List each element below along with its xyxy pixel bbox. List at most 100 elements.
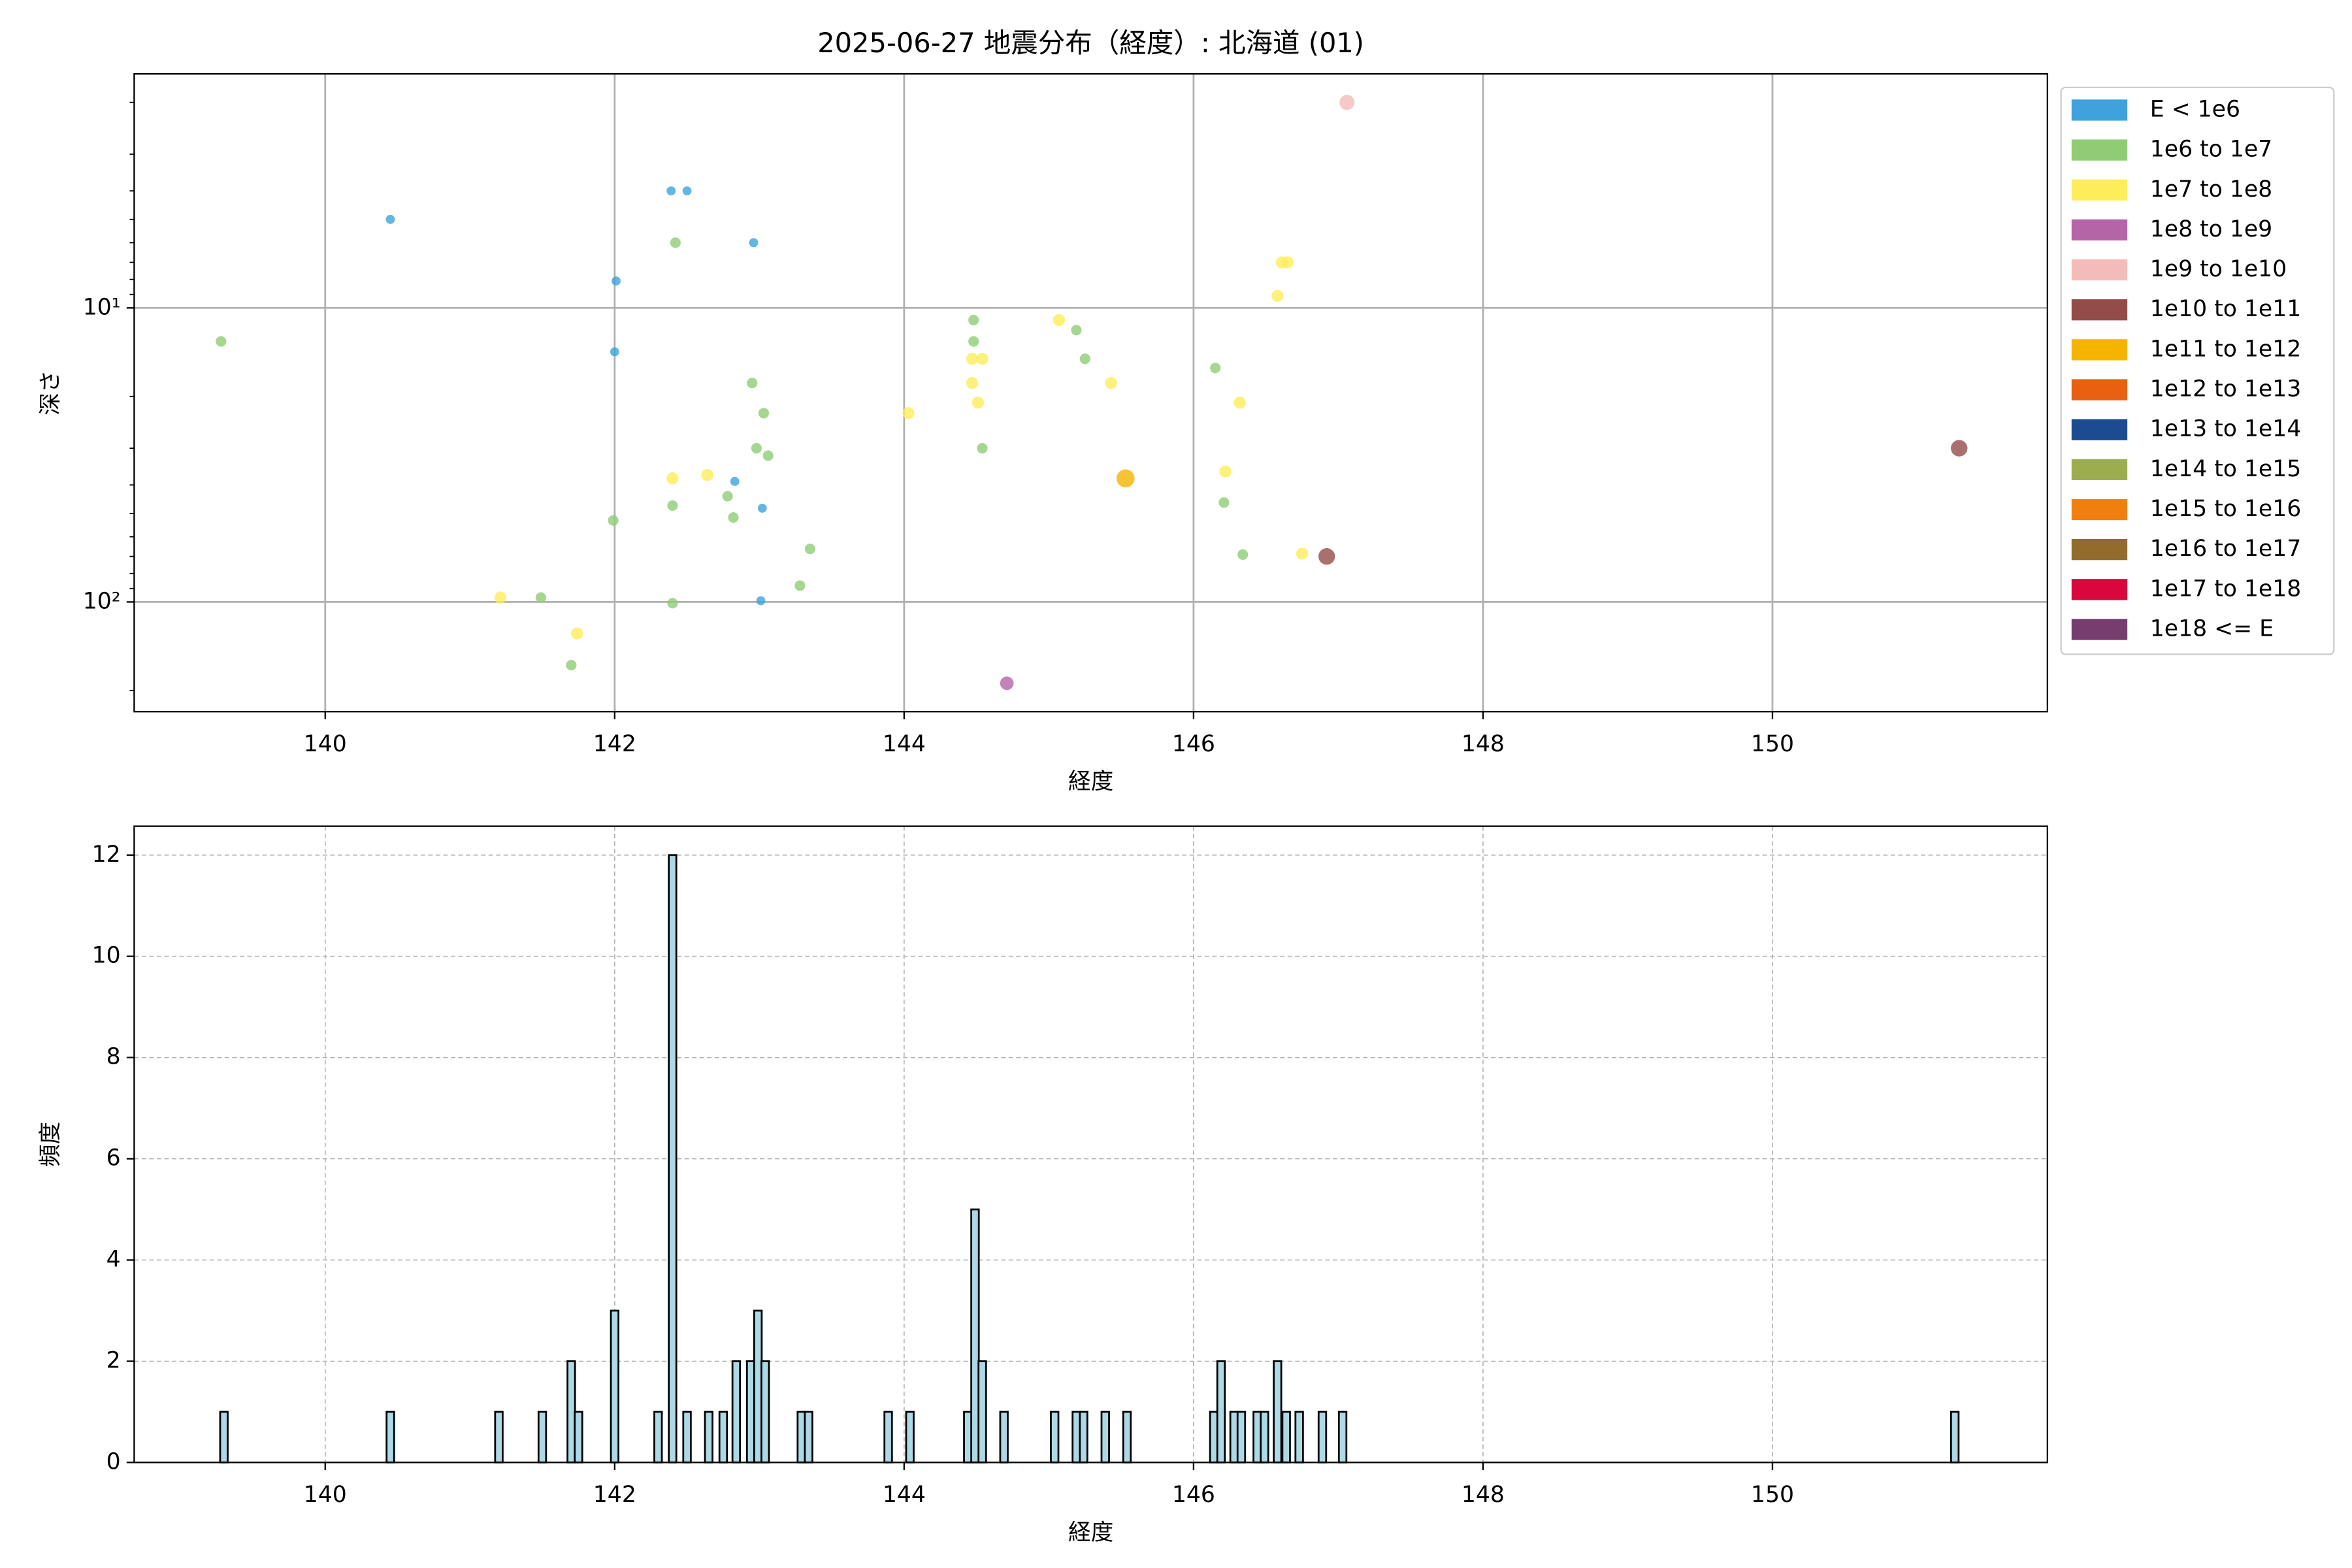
y-tick-label: 12: [92, 841, 121, 868]
scatter-point: [751, 442, 762, 454]
bar: [999, 1411, 1009, 1463]
legend-patch: [2071, 539, 2128, 561]
scatter-point: [972, 397, 985, 409]
legend-patch: [2071, 498, 2128, 521]
scatter-point: [758, 408, 770, 419]
legend-patch: [2071, 459, 2128, 480]
scatter-point: [762, 450, 774, 461]
x-tick-label: 140: [304, 1482, 347, 1508]
x-axis-label: 経度: [1068, 769, 1113, 795]
bar: [385, 1411, 395, 1463]
legend: E < 1e6 1e6 to 1e7 1e7 to 1e8 1e8 to 1e9 1e9…: [2060, 86, 2335, 655]
scatter-point: [730, 476, 740, 486]
bar: [219, 1411, 229, 1463]
legend-patch: [2071, 339, 2128, 361]
scatter-point: [666, 472, 679, 485]
legend-label: E < 1e6: [2150, 96, 2240, 122]
legend-frame: [2060, 86, 2335, 655]
legend-label: 1e16 to 1e17: [2150, 536, 2301, 562]
legend-patch: [2071, 579, 2128, 600]
scatter-point: [1218, 497, 1230, 508]
bar: [1100, 1411, 1110, 1463]
scatter-point: [756, 596, 766, 606]
legend-patch: [2071, 259, 2128, 281]
scatter-point: [728, 512, 739, 523]
scatter-point: [1318, 547, 1335, 565]
bar: [1281, 1411, 1291, 1463]
y-axis-label: 深さ: [37, 370, 63, 416]
scatter-point: [570, 627, 583, 640]
y-tick-label: 10: [92, 943, 121, 969]
legend-label: 1e11 to 1e12: [2150, 336, 2301, 362]
scatter-point: [566, 660, 577, 671]
bar: [1950, 1411, 1960, 1463]
scatter-point: [794, 580, 806, 591]
scatter-point: [902, 407, 915, 419]
scatter-point: [747, 378, 758, 389]
bar: [905, 1411, 915, 1463]
scatter-point: [1071, 325, 1082, 336]
y-tick-label: 6: [106, 1145, 121, 1171]
scatter-point: [612, 276, 621, 286]
x-tick-label: 142: [593, 731, 636, 757]
bar: [804, 1411, 813, 1463]
bar: [1216, 1360, 1226, 1463]
legend-label: 1e6 to 1e7: [2150, 137, 2272, 163]
scatter-point: [1116, 469, 1135, 488]
bar: [1317, 1411, 1328, 1463]
scatter-point: [1079, 353, 1090, 365]
legend-label: 1e13 to 1e14: [2150, 416, 2301, 442]
scatter-point: [968, 336, 979, 347]
scatter-point: [1951, 440, 1968, 457]
scatter-point: [1210, 363, 1221, 374]
legend-patch: [2071, 419, 2128, 440]
scatter-point: [1271, 289, 1284, 302]
legend-label: 1e18 <= E: [2150, 615, 2274, 642]
x-tick-label: 148: [1462, 731, 1505, 757]
bar: [1294, 1411, 1304, 1463]
bar: [1260, 1411, 1269, 1463]
scatter-point: [385, 214, 395, 224]
bar: [1337, 1411, 1348, 1463]
scatter-point: [608, 515, 619, 526]
scatter-point: [1237, 549, 1249, 560]
legend-patch: [2071, 299, 2128, 321]
scatter-point: [535, 592, 546, 603]
legend-label: 1e9 to 1e10: [2150, 256, 2287, 282]
bar: [718, 1411, 728, 1463]
legend-patch: [2071, 139, 2128, 161]
bar: [704, 1411, 713, 1463]
scatter-point: [749, 238, 759, 248]
bar: [537, 1411, 547, 1463]
bar: [731, 1360, 742, 1463]
scatter-point: [757, 503, 767, 513]
y-tick-label: 0: [106, 1448, 121, 1475]
legend-label: 1e17 to 1e18: [2150, 576, 2301, 602]
scatter-point: [1219, 465, 1232, 478]
scatter-point: [1053, 314, 1066, 327]
bar: [653, 1411, 663, 1463]
scatter-point: [1000, 676, 1014, 691]
scatter-point: [1339, 95, 1355, 110]
x-tick-label: 150: [1751, 731, 1794, 757]
scatter-point: [610, 347, 619, 357]
bar: [668, 854, 678, 1463]
legend-label: 1e15 to 1e16: [2150, 496, 2301, 522]
scatter-point: [976, 353, 988, 365]
legend-patch: [2071, 379, 2128, 400]
bar: [977, 1360, 987, 1463]
scatter-point: [666, 186, 676, 196]
scatter-point: [682, 186, 692, 196]
y-tick-label: 2: [106, 1348, 121, 1374]
y-tick-label: 10²: [83, 588, 121, 614]
scatter-point: [1281, 256, 1294, 269]
scatter-point: [977, 442, 988, 454]
bar: [682, 1411, 692, 1463]
scatter-point: [701, 468, 713, 482]
scatter-point: [494, 591, 507, 604]
x-tick-label: 146: [1172, 1482, 1215, 1508]
legend-patch: [2071, 219, 2128, 241]
bar: [1050, 1411, 1060, 1463]
plot-frame: [133, 73, 2048, 713]
